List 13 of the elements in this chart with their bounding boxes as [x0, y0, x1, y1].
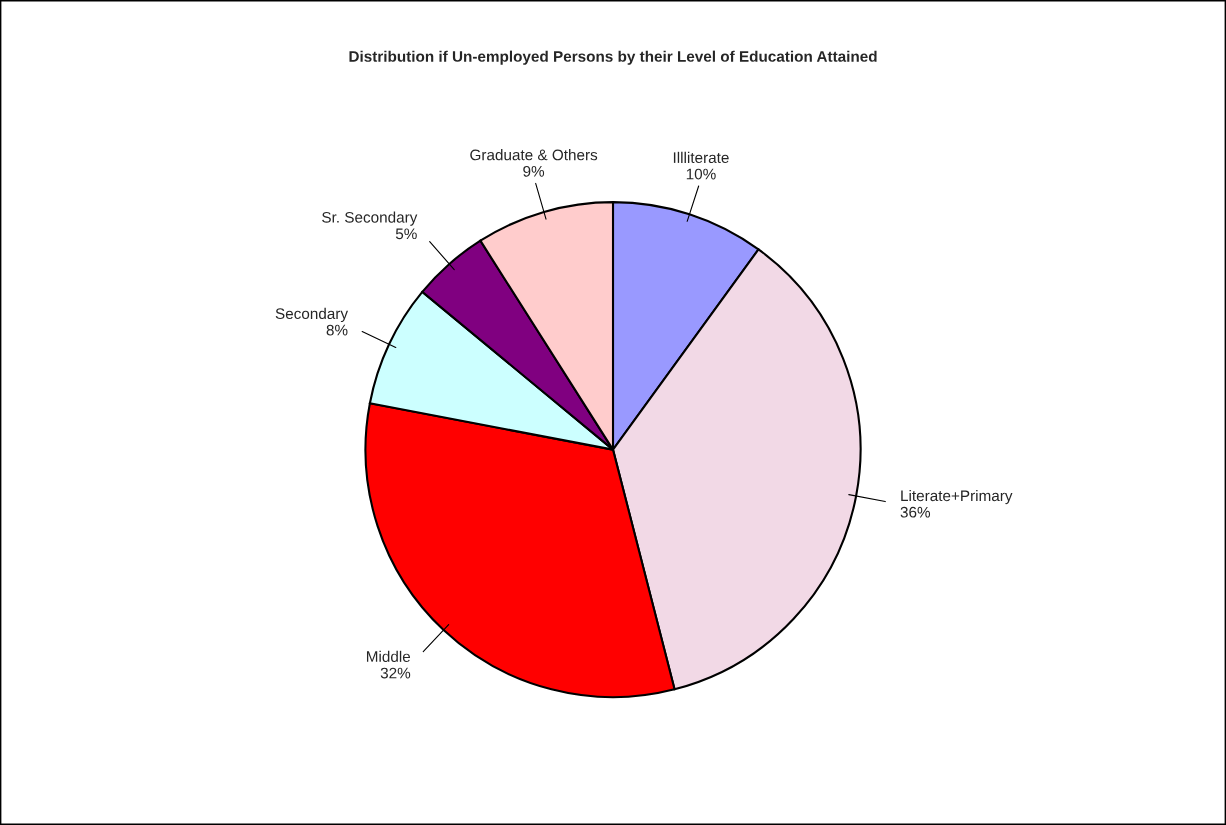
slice-label: Graduate & Others	[470, 149, 598, 161]
slice-label: Sr. Secondary	[322, 211, 418, 226]
data-label: 9%	[523, 165, 545, 177]
data-label: 8%	[326, 324, 348, 336]
data-label: 10%	[686, 168, 716, 180]
slice-label: Secondary	[275, 307, 349, 323]
slice-label: Middle	[366, 650, 411, 662]
data-label: 5%	[395, 228, 417, 240]
data-label: 36%	[900, 506, 931, 518]
slice-label: Illliterate	[673, 151, 729, 164]
data-label: 32%	[380, 667, 411, 679]
slice-label: Literate+Primary	[901, 489, 1013, 505]
chart-title: Distribution if Un-employed Persons by their Level of Education Attained	[349, 50, 877, 65]
